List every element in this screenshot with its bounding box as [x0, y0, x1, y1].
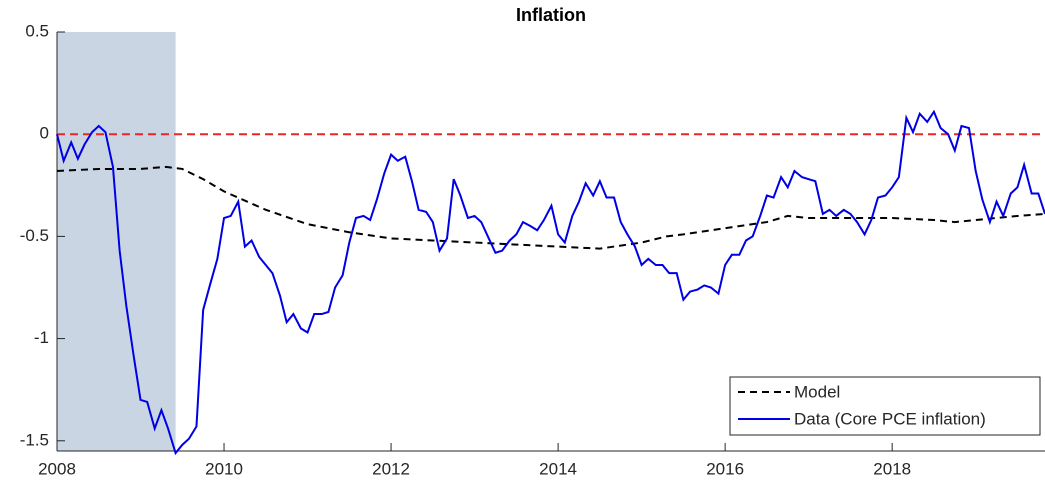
legend: Model Data (Core PCE inflation)	[729, 376, 1041, 436]
series-line	[56, 109, 1045, 456]
x-tick-label: 2010	[205, 459, 243, 478]
legend-box	[729, 376, 1041, 436]
x-tick-label: 2008	[38, 459, 76, 478]
legend-label: Model	[794, 382, 840, 401]
y-tick-label: -1	[34, 328, 49, 347]
x-tick-label: 2012	[372, 459, 410, 478]
y-tick-label: 0.5	[25, 21, 49, 40]
x-tick-label: 2018	[873, 459, 911, 478]
x-tick-label: 2014	[539, 459, 577, 478]
y-tick-label: 0	[40, 124, 49, 143]
y-tick-label: -1.5	[20, 430, 49, 449]
shaded-region	[57, 32, 176, 451]
y-tick-label: -0.5	[20, 226, 49, 245]
legend-label: Data (Core PCE inflation)	[794, 409, 986, 428]
chart-title: Inflation	[516, 5, 586, 25]
series-line	[56, 165, 1045, 250]
x-tick-label: 2016	[706, 459, 744, 478]
